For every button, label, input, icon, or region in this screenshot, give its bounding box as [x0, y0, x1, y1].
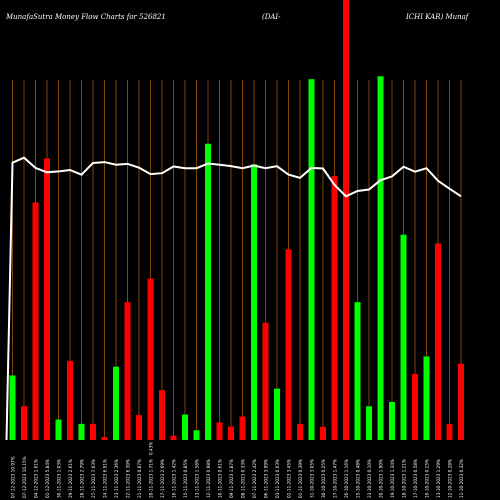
- x-tick-label: 20-11-2023 1.71%: [149, 459, 154, 498]
- price-line-path: [5, 156, 462, 441]
- bar-down: [239, 416, 246, 440]
- x-tick-label: 07-12-2023 10.15%: [22, 456, 27, 498]
- x-tick-label: 09-11-2023 1.87%: [229, 459, 234, 498]
- bar-down: [90, 423, 96, 440]
- x-tick-label: 02-11-2023 3.45%: [287, 459, 292, 498]
- bar-down: [435, 243, 441, 440]
- bar-down: [32, 202, 39, 440]
- x-tick-label: 11-10-2023 0.32%: [459, 459, 464, 498]
- x-tick-label: 17-11-2023 2.69%: [160, 459, 165, 498]
- x-tick-label: 25-10-2023 0.48%: [356, 459, 361, 498]
- x-tick-label: 13-10-2023 1.29%: [436, 459, 441, 498]
- bar-down: [136, 415, 142, 440]
- x-tick-label: 04-12-2023 1.61%: [34, 459, 39, 498]
- x-tick-label: 22-11-2023 6.30%: [126, 459, 131, 498]
- x-tick-label: 01-11-2023 0.39%: [298, 459, 303, 498]
- bar-down: [331, 176, 338, 440]
- x-tick-label: 17-10-2023 0.58%: [413, 459, 418, 498]
- x-tick-label: 26-10-2023 1.16%: [344, 459, 349, 498]
- x-tick-label: 12-11-2023 0.98%: [206, 459, 211, 498]
- bar-up: [55, 419, 62, 440]
- x-axis-labels: 07-12-2023 10.97% 07-12-2023 10.15% 04-12-…: [11, 442, 465, 498]
- bar-down: [228, 426, 234, 440]
- bar-down: [412, 374, 418, 440]
- x-tick-label: 30-11-2023 1.03%: [57, 459, 62, 498]
- grid-lines: [12, 80, 462, 440]
- x-tick-label: 18-10-2023 1.21%: [402, 459, 407, 498]
- x-tick-label: 24-11-2023 6.91%: [103, 459, 108, 498]
- x-tick-label: 13-11-2023 1.58%: [195, 459, 200, 498]
- chart-title-part-2: (DAI-: [262, 13, 281, 21]
- bar-down: [21, 406, 27, 440]
- bar-up: [308, 79, 315, 440]
- bars: [9, 0, 464, 441]
- x-tick-label: 27-11-2023 7.03%: [91, 459, 96, 498]
- x-tick-label: 07-11-2023 2.42%: [252, 459, 257, 498]
- bar-down: [44, 158, 50, 440]
- bar-down: [297, 423, 303, 440]
- x-tick-label: 15-11-2023 0.85%: [183, 459, 188, 498]
- x-tick-label: 07-12-2023 10.97%: [11, 456, 16, 498]
- bar-down: [446, 423, 453, 440]
- bar-down: [101, 437, 108, 440]
- price-line: [5, 156, 462, 441]
- bar-up: [205, 143, 211, 440]
- bar-up: [423, 356, 430, 440]
- chart-title-part-1: MunafaSutra Money Flow Charts for 526821: [6, 13, 166, 21]
- x-tick-label: 08-11-2023 0.33%: [241, 459, 246, 498]
- x-tick-label: 28-11-2023 2.79%: [80, 459, 85, 498]
- bar-up: [377, 76, 384, 441]
- x-tick-label: 27-10-2023 1.47%: [333, 459, 338, 498]
- bar-down: [67, 360, 73, 440]
- x-tick-label: 30-10-2023 0.25%: [321, 459, 326, 498]
- x-tick-label: 16-11-2023 1.42%: [172, 459, 177, 498]
- bar-down: [147, 278, 154, 440]
- bar-down: [170, 435, 177, 440]
- bar-down: [343, 0, 349, 441]
- x-tick-label: 12-10-2023 0.28%: [448, 459, 453, 498]
- x-tick-label: 21-11-2023 0.87%: [137, 459, 142, 498]
- x-tick-label: 16-10-2023 0.15%: [425, 459, 430, 498]
- bar-up: [251, 164, 257, 440]
- bar-up: [193, 430, 200, 440]
- chart-title-part-3: ICHI KAR) Munaf: [406, 13, 469, 21]
- annotation-label: 0.43%: [149, 442, 154, 455]
- bar-up: [366, 406, 372, 440]
- x-tick-label: 01-12-2023 5.84%: [45, 459, 50, 498]
- bar-down: [320, 426, 326, 440]
- bar-down: [159, 390, 165, 440]
- bar-up: [354, 302, 361, 440]
- x-tick-label: 03-11-2023 0.03%: [275, 459, 280, 498]
- bar-down: [458, 363, 464, 440]
- bar-up: [113, 366, 119, 440]
- bar-down: [285, 249, 292, 440]
- bar-up: [182, 414, 188, 440]
- x-tick-label: 23-11-2023 2.36%: [114, 459, 119, 498]
- bar-down: [124, 302, 131, 440]
- bar-up: [78, 423, 85, 440]
- x-tick-label: 31-10-2023 3.05%: [310, 459, 315, 498]
- x-tick-label: 20-10-2023 1.90%: [379, 459, 384, 498]
- bar-down: [262, 322, 269, 440]
- x-tick-label: 06-11-2023 3.99%: [264, 459, 269, 498]
- x-tick-label: 19-10-2023 1.34%: [390, 459, 395, 498]
- bar-up: [389, 401, 395, 440]
- bar-up: [400, 234, 407, 440]
- x-tick-label: 23-10-2023 0.10%: [367, 459, 372, 498]
- bar-up: [274, 388, 280, 440]
- x-tick-label: 10-11-2023 0.61%: [218, 459, 223, 498]
- bar-up: [9, 375, 16, 440]
- x-tick-label: 29-11-2023 2.61%: [68, 459, 73, 498]
- bar-down: [216, 422, 223, 440]
